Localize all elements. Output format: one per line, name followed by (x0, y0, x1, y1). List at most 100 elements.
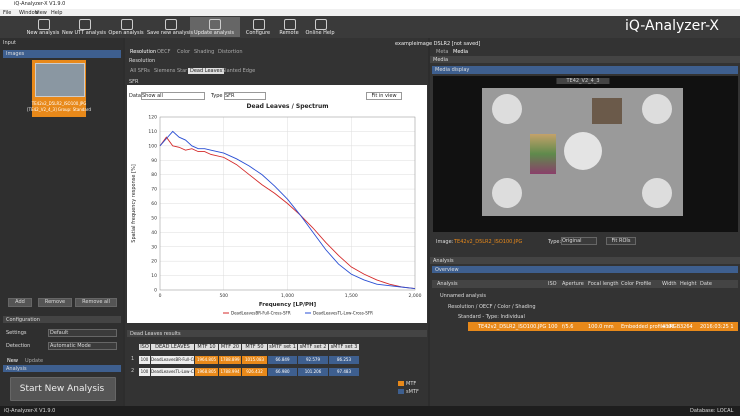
dropdown[interactable]: Default (48, 329, 117, 337)
tree-node[interactable]: Unnamed analysis (440, 293, 487, 299)
column-header: ISO (548, 281, 557, 287)
cell: 1964.805 (195, 356, 218, 364)
overview-header (432, 266, 738, 273)
tab[interactable]: OECF (157, 49, 171, 55)
menu-item[interactable]: Help (51, 10, 63, 16)
toolbar-icon (209, 19, 221, 30)
fit-button[interactable]: Fit in view (366, 92, 402, 100)
column-header: MTF 20 (219, 344, 241, 350)
toolbar-button[interactable]: New UTT analysis (61, 30, 107, 36)
tab[interactable]: Distortion (218, 49, 243, 55)
results-header (127, 330, 427, 337)
menu-item[interactable]: File (3, 10, 12, 16)
toolbar-icon (121, 19, 133, 30)
siemens-star (492, 94, 522, 124)
fit-button[interactable]: Fit ROIs (606, 237, 636, 245)
label: Type: (548, 239, 562, 245)
y-tick-label: 20 (151, 259, 157, 265)
image-thumbnail (35, 63, 85, 97)
subtab[interactable]: All SFRs (130, 68, 150, 74)
button[interactable]: Remove (38, 298, 72, 307)
toolbar-button[interactable]: Remote (279, 30, 299, 36)
menu-item[interactable]: View (35, 10, 47, 16)
cell: 101.206 (298, 368, 328, 376)
tab[interactable]: Update (25, 358, 44, 364)
y-axis-label: Spatial frequency response [%] (131, 164, 137, 242)
tab[interactable]: Shading (194, 49, 215, 55)
image-name: TE42v2_D5LR2_ISO100.JPG (454, 239, 523, 245)
toolbar-icon (284, 19, 296, 30)
section-header: Configuration (6, 317, 40, 323)
section-header: Analysis (6, 366, 27, 372)
tab[interactable]: Resolution (130, 49, 157, 55)
siemens-star (564, 132, 602, 170)
cell: 66.849 (268, 356, 297, 364)
y-tick-label: 10 (151, 273, 157, 279)
subtab[interactable]: Siemens Star (154, 68, 188, 74)
color-patches (530, 134, 556, 174)
toolbar-button[interactable]: Update analysis (194, 30, 234, 36)
tab[interactable]: New (7, 358, 18, 364)
toolbar-icon (315, 19, 327, 30)
column-header: ISO (139, 344, 150, 350)
results-legend (398, 381, 404, 394)
dropdown[interactable]: Show all (141, 92, 205, 100)
y-tick-label: 30 (151, 244, 157, 250)
toolbar-button[interactable]: Configure (245, 30, 271, 36)
cell: 926.432 (242, 368, 267, 376)
panel-title: Input (3, 40, 16, 46)
tab[interactable]: Color (177, 49, 191, 55)
cell: 92.579 (298, 356, 328, 364)
tab[interactable]: Media (453, 49, 469, 55)
subtab[interactable]: Dead Leaves (188, 68, 225, 74)
analysis-row-selected[interactable] (468, 322, 738, 331)
menu-item[interactable]: Window (19, 10, 39, 16)
y-tick-label: 120 (148, 115, 157, 121)
column-header: Analysis (437, 281, 458, 287)
toolbar-button[interactable]: New analysis (26, 30, 60, 36)
panel-title: Media (433, 57, 449, 63)
legend-swatch (398, 389, 404, 394)
start-button[interactable]: Start New Analysis (19, 384, 105, 394)
start-button-bg[interactable] (10, 377, 116, 401)
button[interactable]: Remove all (75, 298, 117, 307)
title-bar (0, 0, 740, 9)
toolbar-button[interactable]: Online Help (305, 30, 335, 36)
dropdown[interactable]: Automatic Mode (48, 342, 117, 350)
column-header: MTF 50 (242, 344, 267, 350)
column-header: Focal length (588, 281, 619, 287)
analysis-panel-header (430, 257, 740, 264)
x-tick-label: 2,000 (409, 293, 422, 299)
results-title: Dead Leaves results (130, 331, 181, 337)
column-header: MTF 10 (195, 344, 218, 350)
siemens-star (642, 178, 672, 208)
toolbar-button[interactable]: Open analysis (108, 30, 144, 36)
dropdown[interactable]: SFR (224, 92, 266, 100)
toolbar-icon (253, 19, 265, 30)
dropdown[interactable]: Original (561, 237, 597, 245)
x-tick-label: 0 (159, 293, 162, 299)
button[interactable]: Add (8, 298, 32, 307)
column-header: sMTF set 1 (268, 344, 297, 350)
chart-title: Dead Leaves / Spectrum (247, 103, 329, 110)
x-tick-label: 1,500 (345, 293, 358, 299)
column-header: sMTF set 3 (329, 344, 359, 350)
cell: 86.253 (329, 356, 359, 364)
cell: 2016:03:25 1 (700, 324, 734, 330)
tab[interactable]: Meta (436, 49, 449, 55)
tree-node[interactable]: Standard - Type: Individual (458, 314, 525, 320)
series-line (159, 130, 416, 290)
tree-node[interactable]: Resolution / OECF / Color / Shading (448, 304, 536, 310)
input-header (0, 39, 123, 46)
toolbar-button[interactable]: Save new analysis (146, 30, 194, 36)
cell: 3264 (680, 324, 693, 330)
subtab[interactable]: Slanted Edge (222, 68, 256, 74)
label: Image: (436, 239, 454, 245)
window-title: iQ-Analyzer-X V1.9.0 (14, 1, 66, 7)
legend-swatch (398, 381, 404, 386)
photo-patch (592, 98, 622, 124)
legend-label: DeadLeavesTL-Low-Cross-SFR (313, 311, 373, 316)
y-tick-label: 90 (151, 158, 157, 164)
toolbar-icon (38, 19, 50, 30)
y-tick-label: 100 (148, 143, 157, 149)
